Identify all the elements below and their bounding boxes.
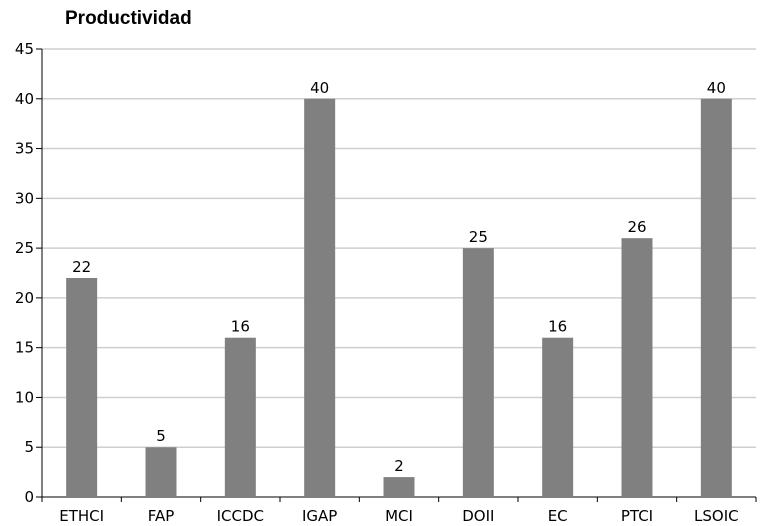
- bar-ptci: [621, 238, 653, 497]
- category-label-fap: FAP: [148, 507, 175, 525]
- y-tick-label: 45: [15, 40, 34, 58]
- data-label-lsoic: 40: [707, 79, 726, 97]
- y-tick-label: 30: [15, 189, 34, 207]
- chart-title: Productividad: [65, 8, 192, 29]
- y-tick-label: 20: [15, 289, 34, 307]
- category-label-ec: EC: [548, 507, 568, 525]
- category-label-igap: IGAP: [302, 507, 337, 525]
- labels: 0 5 10 15 20 25 30 35 40 45 22 ETHCI 5 FAP 16 ICCDC 40 IG…: [15, 40, 739, 525]
- category-label-doii: DOII: [462, 507, 494, 525]
- category-label-ethci: ETHCI: [59, 507, 104, 525]
- category-label-mci: MCI: [385, 507, 413, 525]
- data-label-ec: 16: [548, 318, 567, 336]
- data-label-ethci: 22: [72, 258, 91, 276]
- y-tick-label: 35: [15, 140, 34, 158]
- data-label-igap: 40: [310, 79, 329, 97]
- bar-doii: [462, 248, 494, 497]
- data-label-iccdc: 16: [231, 318, 250, 336]
- y-tick-label: 0: [24, 488, 34, 506]
- y-tick-label: 40: [15, 90, 34, 108]
- bar-fap: [145, 447, 177, 497]
- data-label-doii: 25: [469, 228, 488, 246]
- bar-mci: [383, 477, 415, 497]
- y-tick-label: 5: [24, 438, 34, 456]
- category-label-iccdc: ICCDC: [217, 507, 264, 525]
- bar-ethci: [66, 277, 98, 497]
- data-label-mci: 2: [394, 457, 404, 475]
- y-tick-label: 10: [15, 388, 34, 406]
- bars: [66, 98, 732, 498]
- bar-lsoic: [700, 98, 732, 498]
- category-label-ptci: PTCI: [621, 507, 653, 525]
- bar-igap: [304, 98, 336, 498]
- category-label-lsoic: LSOIC: [694, 507, 739, 525]
- bar-iccdc: [224, 337, 256, 497]
- y-tick-label: 25: [15, 239, 34, 257]
- bar-ec: [542, 337, 574, 497]
- data-label-fap: 5: [156, 427, 166, 445]
- data-label-ptci: 26: [627, 218, 646, 236]
- y-tick-label: 15: [15, 339, 34, 357]
